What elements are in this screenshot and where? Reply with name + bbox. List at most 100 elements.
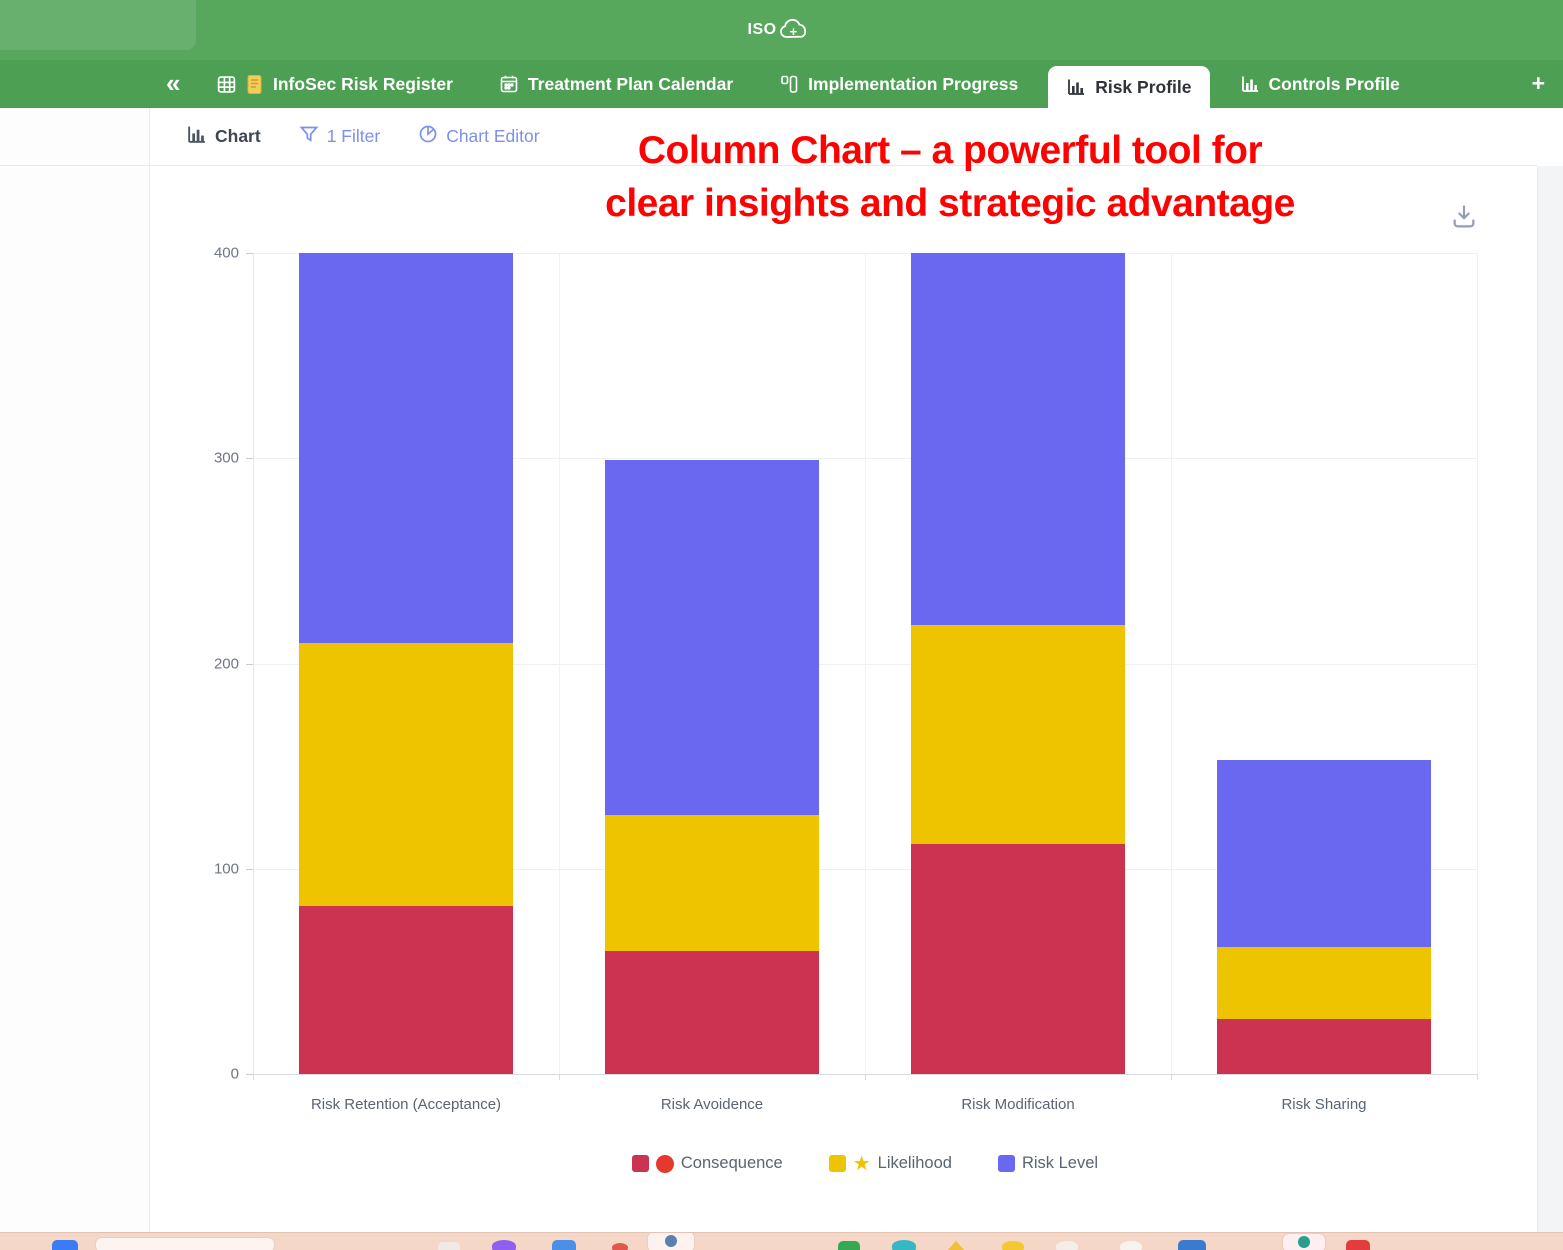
tab-label: Risk Profile — [1095, 76, 1192, 97]
dock-icon-purple-circle[interactable] — [492, 1240, 516, 1250]
left-panel — [0, 108, 150, 1232]
dock-icon-blue-square-2[interactable] — [552, 1240, 576, 1250]
tab-risk-profile[interactable]: Risk Profile — [1048, 66, 1210, 108]
red-circle-emoji — [655, 1154, 674, 1173]
chart-legend: Consequence ★ Likelihood Risk Level — [253, 1152, 1477, 1175]
bar-segment-risk-level — [1217, 760, 1431, 947]
progress-board-icon — [779, 74, 799, 95]
tab-treatment-plan-calendar[interactable]: Treatment Plan Calendar — [483, 60, 749, 108]
legend-label: Risk Level — [1021, 1154, 1099, 1172]
logo-plus: + — [789, 24, 798, 39]
logo-text: ISO — [747, 21, 777, 38]
legend-swatch — [631, 1155, 649, 1172]
view-toolbar: Chart 1 Filter Chart Editor — [150, 108, 1537, 165]
dock-icon-blue-square[interactable] — [52, 1240, 78, 1250]
x-tick-mark — [559, 1074, 560, 1080]
app-header: ISO + — [0, 0, 1563, 60]
bar-chart-icon — [1240, 74, 1260, 94]
dock-icon-teal-tile-glyph — [1298, 1236, 1310, 1249]
dock-icon-red-dot[interactable] — [612, 1243, 628, 1250]
tab-implementation-progress[interactable]: Implementation Progress — [763, 60, 1034, 108]
category-label: Risk Retention (Acceptance) — [310, 1096, 502, 1113]
gridline-vertical — [253, 253, 254, 1074]
dock-icon-white-circle[interactable] — [1120, 1241, 1142, 1250]
stacked-bar — [911, 253, 1125, 1074]
bar-segment-likelihood — [1217, 946, 1431, 1019]
stacked-bar — [1217, 760, 1431, 1074]
right-scroll-gutter[interactable] — [1537, 166, 1563, 1232]
stacked-bar — [299, 253, 513, 1074]
chart-view-label: Chart — [215, 126, 261, 146]
chart-view-button[interactable]: Chart — [186, 124, 261, 150]
filter-button[interactable]: 1 Filter — [299, 124, 380, 149]
bar-chart-icon — [1066, 77, 1086, 97]
annotation-line-2: clear insights and strategic advantage — [605, 182, 1295, 225]
tab-infosec-risk-register[interactable]: InfoSec Risk Register — [200, 60, 469, 108]
chart-region: 0 100 200 300 400 Risk Retention (Acceptance)… — [150, 166, 1537, 1232]
plot-area: 0 100 200 300 400 Risk Retention (Acceptance)… — [214, 245, 1478, 1113]
filter-funnel-icon — [299, 124, 319, 149]
dock-bar — [0, 1232, 1563, 1250]
annotation-text: Column Chart – a powerful tool for clear… — [465, 124, 1435, 230]
dock-window-sliver[interactable] — [96, 1238, 274, 1250]
dock-icon-white-square[interactable] — [438, 1242, 460, 1250]
legend-swatch — [828, 1155, 846, 1172]
yellow-document-icon — [246, 74, 264, 95]
pie-chart-icon — [418, 124, 438, 149]
y-tick-label: 300 — [213, 449, 239, 467]
dock-icon-blue-grid[interactable] — [1178, 1240, 1206, 1250]
category-label: Risk Sharing — [1281, 1096, 1367, 1113]
tab-label: InfoSec Risk Register — [273, 73, 453, 94]
chart-icon — [186, 124, 207, 150]
chart-editor-label: Chart Editor — [446, 126, 540, 146]
dock-icon-yellow-circle[interactable] — [1002, 1241, 1024, 1250]
tab-bar: « InfoSec Risk Register — [0, 60, 1563, 108]
legend-label: Likelihood — [877, 1154, 952, 1172]
tab-label: Implementation Progress — [808, 73, 1019, 94]
dock-icon-red-square[interactable] — [1346, 1240, 1370, 1250]
dock-icon-active-tile[interactable] — [648, 1233, 694, 1250]
annotation-line-1: Column Chart – a powerful tool for — [637, 129, 1263, 172]
header-glare — [0, 0, 196, 50]
bar-segment-likelihood — [299, 642, 513, 906]
dock-icon-yellow-tri[interactable] — [946, 1241, 966, 1250]
legend-item-consequence[interactable]: Consequence — [631, 1154, 783, 1173]
table-grid-icon — [216, 74, 237, 95]
dock-icon-white-blob[interactable] — [1056, 1241, 1078, 1250]
collapse-sidebar-button[interactable]: « — [166, 68, 181, 98]
download-chart-button[interactable] — [1450, 203, 1478, 231]
y-tick-label: 0 — [230, 1065, 239, 1083]
tab-label: Controls Profile — [1268, 73, 1400, 94]
dock-icon-green-square[interactable] — [838, 1241, 860, 1250]
y-tick-mark — [246, 253, 253, 254]
dock-icon-teal-circle[interactable] — [892, 1240, 916, 1250]
y-tick-mark — [246, 663, 253, 665]
tab-label: Treatment Plan Calendar — [527, 73, 734, 94]
bar-segment-risk-level — [911, 253, 1125, 625]
chart-editor-button[interactable]: Chart Editor — [418, 124, 540, 149]
add-tab-button[interactable]: + — [1531, 70, 1545, 96]
gridline-vertical — [559, 253, 560, 1074]
bar-segment-consequence — [605, 950, 819, 1074]
star-emoji: ★ — [852, 1152, 871, 1175]
tab-controls-profile[interactable]: Controls Profile — [1224, 60, 1416, 108]
legend-item-likelihood[interactable]: ★ Likelihood — [828, 1152, 952, 1175]
bar-segment-consequence — [911, 844, 1125, 1074]
bar-segment-likelihood — [911, 624, 1125, 845]
legend-label: Consequence — [680, 1154, 783, 1172]
dock-icon-active-tile-glyph — [665, 1235, 677, 1247]
x-tick-mark — [253, 1074, 254, 1080]
y-tick-mark — [246, 458, 253, 460]
dock-icon-teal-tile[interactable] — [1283, 1234, 1325, 1250]
toolbar-divider — [0, 165, 1537, 166]
app-logo: ISO + — [748, 17, 812, 43]
gridline-vertical — [865, 253, 866, 1074]
x-tick-mark — [865, 1074, 866, 1080]
y-tick-mark — [246, 1074, 253, 1075]
calendar-icon — [499, 74, 519, 94]
cloud-logo-icon: + — [778, 17, 812, 43]
legend-swatch — [997, 1155, 1015, 1172]
bar-segment-consequence — [1217, 1018, 1431, 1074]
legend-item-risk-level[interactable]: Risk Level — [997, 1154, 1099, 1173]
